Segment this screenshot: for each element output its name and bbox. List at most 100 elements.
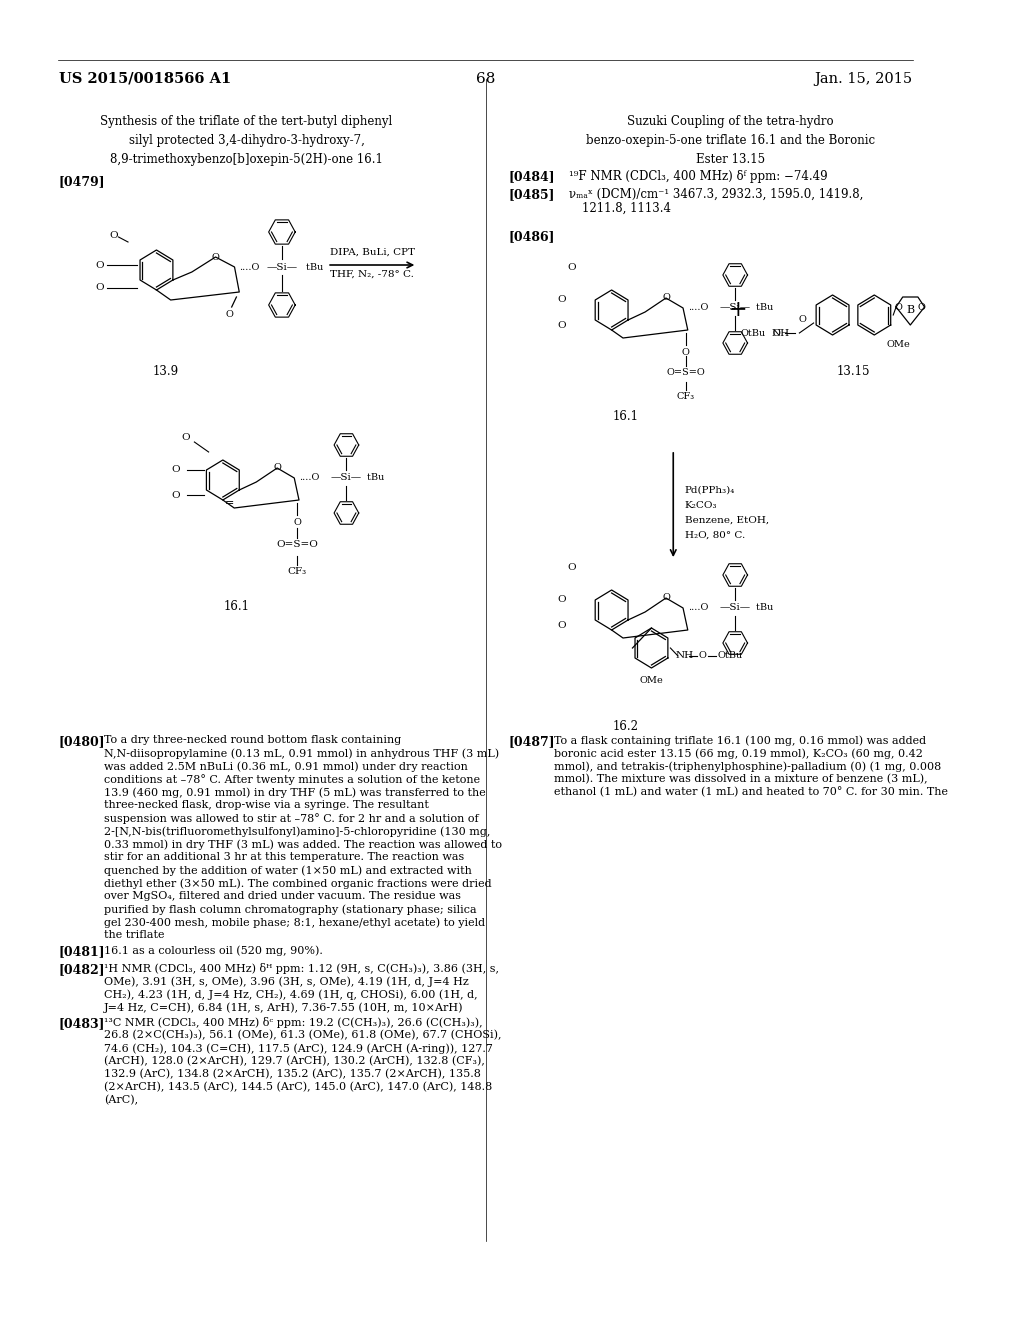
Text: O: O xyxy=(226,310,233,319)
Text: 2-[N,N-bis(trifluoromethylsulfonyl)amino]-5-chloropyridine (130 mg,: 2-[N,N-bis(trifluoromethylsulfonyl)amino… xyxy=(104,826,490,837)
Text: O: O xyxy=(172,466,180,474)
Text: J=4 Hz, C=CH), 6.84 (1H, s, ArH), 7.36-7.55 (10H, m, 10×ArH): J=4 Hz, C=CH), 6.84 (1H, s, ArH), 7.36-7… xyxy=(104,1002,464,1012)
Text: 13.15: 13.15 xyxy=(837,366,870,378)
Text: [0485]: [0485] xyxy=(508,187,555,201)
Text: t⁠Bu: t⁠Bu xyxy=(756,304,773,313)
Text: OtBu: OtBu xyxy=(741,329,766,338)
Text: [0487]: [0487] xyxy=(508,735,555,748)
Text: [0486]: [0486] xyxy=(508,230,555,243)
Text: ethanol (1 mL) and water (1 mL) and heated to 70° C. for 30 min. The: ethanol (1 mL) and water (1 mL) and heat… xyxy=(554,787,948,797)
Text: O: O xyxy=(663,293,670,302)
Text: the triflate: the triflate xyxy=(104,931,165,940)
Text: O: O xyxy=(95,260,103,269)
Text: CF₃: CF₃ xyxy=(288,568,306,577)
Text: O: O xyxy=(172,491,180,499)
Text: O=S=O: O=S=O xyxy=(276,540,318,549)
Text: t⁠Bu: t⁠Bu xyxy=(756,603,773,612)
Text: OtBu: OtBu xyxy=(718,652,743,660)
Text: O: O xyxy=(110,231,118,239)
Text: O: O xyxy=(895,302,903,312)
Text: OMe: OMe xyxy=(640,676,664,685)
Text: O: O xyxy=(698,652,707,660)
Text: —Si—: —Si— xyxy=(266,263,298,272)
Text: 26.8 (2×C(CH₃)₃), 56.1 (OMe), 61.3 (OMe), 61.8 (OMe), 67.7 (CHOSi),: 26.8 (2×C(CH₃)₃), 56.1 (OMe), 61.3 (OMe)… xyxy=(104,1030,502,1040)
Text: mmol), and tetrakis-(triphenylphosphine)-palladium (0) (1 mg, 0.008: mmol), and tetrakis-(triphenylphosphine)… xyxy=(554,762,941,772)
Text: O: O xyxy=(918,302,926,312)
Text: three-necked flask, drop-wise via a syringe. The resultant: three-necked flask, drop-wise via a syri… xyxy=(104,800,429,810)
Text: O: O xyxy=(663,594,670,602)
Text: ¹³C NMR (CDCl₃, 400 MHz) δᶜ ppm: 19.2 (C(CH₃)₃), 26.6 (C(CH₃)₃),: ¹³C NMR (CDCl₃, 400 MHz) δᶜ ppm: 19.2 (C… xyxy=(104,1016,483,1028)
Text: N,N-diisopropylamine (0.13 mL, 0.91 mmol) in anhydrous THF (3 mL): N,N-diisopropylamine (0.13 mL, 0.91 mmol… xyxy=(104,748,500,759)
Text: (2×ArCH), 143.5 (ArC), 144.5 (ArC), 145.0 (ArC), 147.0 (ArC), 148.8: (2×ArCH), 143.5 (ArC), 144.5 (ArC), 145.… xyxy=(104,1082,493,1093)
Text: THF, N₂, -78° C.: THF, N₂, -78° C. xyxy=(331,271,414,279)
Text: mmol). The mixture was dissolved in a mixture of benzene (3 mL),: mmol). The mixture was dissolved in a mi… xyxy=(554,774,928,784)
Text: 16.1: 16.1 xyxy=(612,411,639,422)
Text: O: O xyxy=(273,463,282,473)
Text: O=S=O: O=S=O xyxy=(667,368,706,378)
Text: [0479]: [0479] xyxy=(58,176,105,187)
Text: NH: NH xyxy=(675,652,693,660)
Text: —Si—: —Si— xyxy=(720,304,751,313)
Text: conditions at –78° C. After twenty minutes a solution of the ketone: conditions at –78° C. After twenty minut… xyxy=(104,774,480,785)
Text: 74.6 (CH₂), 104.3 (C=CH), 117.5 (ArC), 124.9 (ArCH (A-ring)), 127.7: 74.6 (CH₂), 104.3 (C=CH), 117.5 (ArC), 1… xyxy=(104,1043,494,1053)
Text: (ArCH), 128.0 (2×ArCH), 129.7 (ArCH), 130.2 (ArCH), 132.8 (CF₃),: (ArCH), 128.0 (2×ArCH), 129.7 (ArCH), 13… xyxy=(104,1056,485,1067)
Text: O: O xyxy=(181,433,189,442)
Text: [0481]: [0481] xyxy=(58,945,105,958)
Text: O: O xyxy=(682,348,690,356)
Text: [0483]: [0483] xyxy=(58,1016,105,1030)
Text: 68: 68 xyxy=(476,73,496,86)
Text: Synthesis of the triflate of the tert-butyl diphenyl
silyl protected 3,4-dihydro: Synthesis of the triflate of the tert-bu… xyxy=(100,115,392,166)
Text: O: O xyxy=(799,315,806,325)
Text: 13.9 (460 mg, 0.91 mmol) in dry THF (5 mL) was transferred to the: 13.9 (460 mg, 0.91 mmol) in dry THF (5 m… xyxy=(104,787,486,797)
Text: 16.1 as a colourless oil (520 mg, 90%).: 16.1 as a colourless oil (520 mg, 90%). xyxy=(104,945,324,956)
Text: diethyl ether (3×50 mL). The combined organic fractions were dried: diethyl ether (3×50 mL). The combined or… xyxy=(104,878,492,888)
Text: 16.1: 16.1 xyxy=(224,601,250,612)
Text: [0480]: [0480] xyxy=(58,735,105,748)
Text: 16.2: 16.2 xyxy=(612,719,639,733)
Text: O: O xyxy=(557,296,566,305)
Text: —Si—: —Si— xyxy=(720,603,751,612)
Text: suspension was allowed to stir at –78° C. for 2 hr and a solution of: suspension was allowed to stir at –78° C… xyxy=(104,813,479,824)
Text: B: B xyxy=(906,305,914,315)
Text: ....O: ....O xyxy=(240,263,260,272)
Text: O: O xyxy=(567,264,575,272)
Text: ....O: ....O xyxy=(688,603,709,612)
Text: O: O xyxy=(772,329,780,338)
Text: 132.9 (ArC), 134.8 (2×ArCH), 135.2 (ArC), 135.7 (2×ArCH), 135.8: 132.9 (ArC), 134.8 (2×ArCH), 135.2 (ArC)… xyxy=(104,1069,481,1080)
Text: stir for an additional 3 hr at this temperature. The reaction was: stir for an additional 3 hr at this temp… xyxy=(104,851,465,862)
Text: 1211.8, 1113.4: 1211.8, 1113.4 xyxy=(583,202,671,215)
Text: O: O xyxy=(293,517,301,527)
Text: To a flask containing triflate 16.1 (100 mg, 0.16 mmol) was added: To a flask containing triflate 16.1 (100… xyxy=(554,735,926,746)
Text: t⁠Bu: t⁠Bu xyxy=(305,263,323,272)
Text: O: O xyxy=(557,620,566,630)
Text: gel 230-400 mesh, mobile phase; 8:1, hexane/ethyl acetate) to yield: gel 230-400 mesh, mobile phase; 8:1, hex… xyxy=(104,917,485,928)
Text: ¹⁹F NMR (CDCl₃, 400 MHz) δᶠ ppm: −74.49: ¹⁹F NMR (CDCl₃, 400 MHz) δᶠ ppm: −74.49 xyxy=(569,170,827,183)
Text: νₘₐˣ (DCM)/cm⁻¹ 3467.3, 2932.3, 1595.0, 1419.8,: νₘₐˣ (DCM)/cm⁻¹ 3467.3, 2932.3, 1595.0, … xyxy=(569,187,863,201)
Text: ....O: ....O xyxy=(299,474,319,483)
Text: US 2015/0018566 A1: US 2015/0018566 A1 xyxy=(58,73,231,86)
Text: t⁠Bu: t⁠Bu xyxy=(368,474,385,483)
Text: over MgSO₄, filtered and dried under vacuum. The residue was: over MgSO₄, filtered and dried under vac… xyxy=(104,891,461,902)
Text: ¹H NMR (CDCl₃, 400 MHz) δᴴ ppm: 1.12 (9H, s, C(CH₃)₃), 3.86 (3H, s,: ¹H NMR (CDCl₃, 400 MHz) δᴴ ppm: 1.12 (9H… xyxy=(104,964,500,974)
Text: OMe), 3.91 (3H, s, OMe), 3.96 (3H, s, OMe), 4.19 (1H, d, J=4 Hz: OMe), 3.91 (3H, s, OMe), 3.96 (3H, s, OM… xyxy=(104,975,469,986)
Text: K₂CO₃: K₂CO₃ xyxy=(685,500,717,510)
Text: O: O xyxy=(212,252,219,261)
Text: +: + xyxy=(728,300,748,321)
Text: Jan. 15, 2015: Jan. 15, 2015 xyxy=(814,73,912,86)
Text: Suzuki Coupling of the tetra-hydro
benzo-oxepin-5-one triflate 16.1 and the Boro: Suzuki Coupling of the tetra-hydro benzo… xyxy=(586,115,874,166)
Text: OMe: OMe xyxy=(886,341,910,348)
Text: DIPA, BuLi, CPT: DIPA, BuLi, CPT xyxy=(330,248,415,257)
Text: To a dry three-necked round bottom flask containing: To a dry three-necked round bottom flask… xyxy=(104,735,401,744)
Text: boronic acid ester 13.15 (66 mg, 0.19 mmol), K₂CO₃ (60 mg, 0.42: boronic acid ester 13.15 (66 mg, 0.19 mm… xyxy=(554,748,923,759)
Text: O: O xyxy=(557,321,566,330)
Text: (ArC),: (ArC), xyxy=(104,1096,138,1105)
Text: purified by flash column chromatography (stationary phase; silica: purified by flash column chromatography … xyxy=(104,904,477,915)
Text: ....O: ....O xyxy=(688,304,709,313)
Text: H₂O, 80° C.: H₂O, 80° C. xyxy=(685,531,744,540)
Text: [0484]: [0484] xyxy=(508,170,555,183)
Text: was added 2.5M nBuLi (0.36 mL, 0.91 mmol) under dry reaction: was added 2.5M nBuLi (0.36 mL, 0.91 mmol… xyxy=(104,762,468,772)
Text: 0.33 mmol) in dry THF (3 mL) was added. The reaction was allowed to: 0.33 mmol) in dry THF (3 mL) was added. … xyxy=(104,840,503,850)
Text: —Si—: —Si— xyxy=(331,474,361,483)
Text: Benzene, EtOH,: Benzene, EtOH, xyxy=(685,516,769,524)
Text: 13.9: 13.9 xyxy=(153,366,179,378)
